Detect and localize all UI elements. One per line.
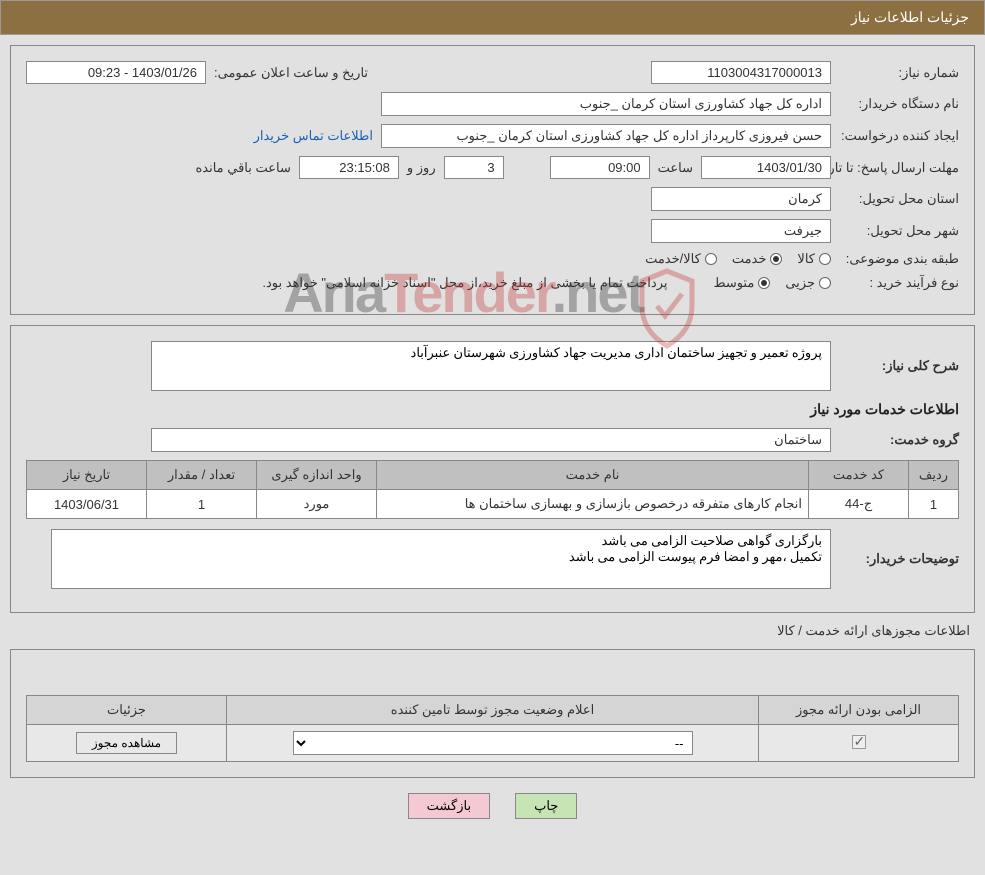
cell-status: --	[227, 725, 759, 762]
payment-note: پرداخت تمام یا بخشی از مبلغ خرید،از محل …	[262, 275, 667, 291]
days-word: روز و	[407, 160, 436, 176]
province-label: استان محل تحویل:	[839, 191, 959, 207]
cell-unit: مورد	[257, 490, 377, 519]
services-table: ردیف کد خدمت نام خدمت واحد اندازه گیری ت…	[26, 460, 959, 519]
process-radios: جزیی متوسط	[713, 275, 831, 291]
th-details: جزئیات	[27, 696, 227, 725]
radio-medium[interactable]	[758, 277, 770, 289]
deadline-date: 1403/01/30	[701, 156, 831, 179]
time-label: ساعت	[658, 160, 693, 176]
page-title-bar: جزئیات اطلاعات نیاز	[0, 0, 985, 35]
buyer-contact-link[interactable]: اطلاعات تماس خریدار	[254, 128, 373, 144]
table-row: -- مشاهده مجوز	[27, 725, 959, 762]
licenses-section: الزامی بودن ارائه مجوز اعلام وضعیت مجوز …	[10, 649, 975, 778]
th-qty: تعداد / مقدار	[147, 461, 257, 490]
services-title: اطلاعات خدمات مورد نیاز	[26, 401, 959, 418]
cell-qty: 1	[147, 490, 257, 519]
buyer-notes-label: توضیحات خریدار:	[839, 551, 959, 567]
days-remaining: 3	[444, 156, 504, 179]
radio-goods[interactable]	[819, 253, 831, 265]
deadline-time: 09:00	[550, 156, 650, 179]
status-select[interactable]: --	[293, 731, 693, 755]
action-buttons: چاپ بازگشت	[0, 793, 985, 819]
page-title: جزئیات اطلاعات نیاز	[851, 9, 969, 25]
licenses-table: الزامی بودن ارائه مجوز اعلام وضعیت مجوز …	[26, 695, 959, 762]
need-no-value: 1103004317000013	[651, 61, 831, 84]
th-code: کد خدمت	[809, 461, 909, 490]
process-label: نوع فرآیند خرید :	[839, 275, 959, 291]
th-status: اعلام وضعیت مجوز توسط تامین کننده	[227, 696, 759, 725]
buyer-org-label: نام دستگاه خریدار:	[839, 96, 959, 112]
deadline-label: مهلت ارسال پاسخ: تا تاریخ:	[839, 160, 959, 176]
radio-partial[interactable]	[819, 277, 831, 289]
th-name: نام خدمت	[377, 461, 809, 490]
info-section: شماره نیاز: 1103004317000013 تاریخ و ساع…	[10, 45, 975, 315]
cell-name: انجام کارهای متفرقه درخصوص بازسازی و بهس…	[377, 490, 809, 519]
th-unit: واحد اندازه گیری	[257, 461, 377, 490]
cell-mandatory	[759, 725, 959, 762]
subject-class-radios: کالا خدمت کالا/خدمت	[645, 251, 831, 267]
city-value: جیرفت	[651, 219, 831, 243]
buyer-notes-value	[51, 529, 831, 589]
cell-details: مشاهده مجوز	[27, 725, 227, 762]
city-label: شهر محل تحویل:	[839, 223, 959, 239]
view-license-button[interactable]: مشاهده مجوز	[76, 732, 177, 754]
remaining-word: ساعت باقي مانده	[195, 160, 290, 176]
desc-label: شرح کلی نیاز:	[839, 358, 959, 374]
announce-label: تاریخ و ساعت اعلان عمومی:	[214, 65, 368, 81]
licenses-title: اطلاعات مجوزهای ارائه خدمت / کالا	[0, 623, 970, 639]
need-no-label: شماره نیاز:	[839, 65, 959, 81]
group-label: گروه خدمت:	[839, 432, 959, 448]
group-value: ساختمان	[151, 428, 831, 452]
requester-value: حسن فیروزی کارپرداز اداره کل جهاد کشاورز…	[381, 124, 831, 148]
mandatory-checkbox	[852, 735, 866, 749]
cell-date: 1403/06/31	[27, 490, 147, 519]
radio-service[interactable]	[770, 253, 782, 265]
province-value: کرمان	[651, 187, 831, 211]
cell-code: ج-44	[809, 490, 909, 519]
requester-label: ایجاد کننده درخواست:	[839, 128, 959, 144]
announce-value: 1403/01/26 - 09:23	[26, 61, 206, 84]
need-section: شرح کلی نیاز: اطلاعات خدمات مورد نیاز گر…	[10, 325, 975, 613]
th-mandatory: الزامی بودن ارائه مجوز	[759, 696, 959, 725]
print-button[interactable]: چاپ	[515, 793, 577, 819]
cell-row: 1	[909, 490, 959, 519]
hours-remaining: 23:15:08	[299, 156, 399, 179]
table-row: 1 ج-44 انجام کارهای متفرقه درخصوص بازساز…	[27, 490, 959, 519]
subject-class-label: طبقه بندی موضوعی:	[839, 251, 959, 267]
th-row: ردیف	[909, 461, 959, 490]
buyer-org-value: اداره کل جهاد کشاورزی استان کرمان _جنوب	[381, 92, 831, 116]
th-date: تاریخ نیاز	[27, 461, 147, 490]
desc-value	[151, 341, 831, 391]
back-button[interactable]: بازگشت	[408, 793, 490, 819]
radio-goods-service[interactable]	[705, 253, 717, 265]
